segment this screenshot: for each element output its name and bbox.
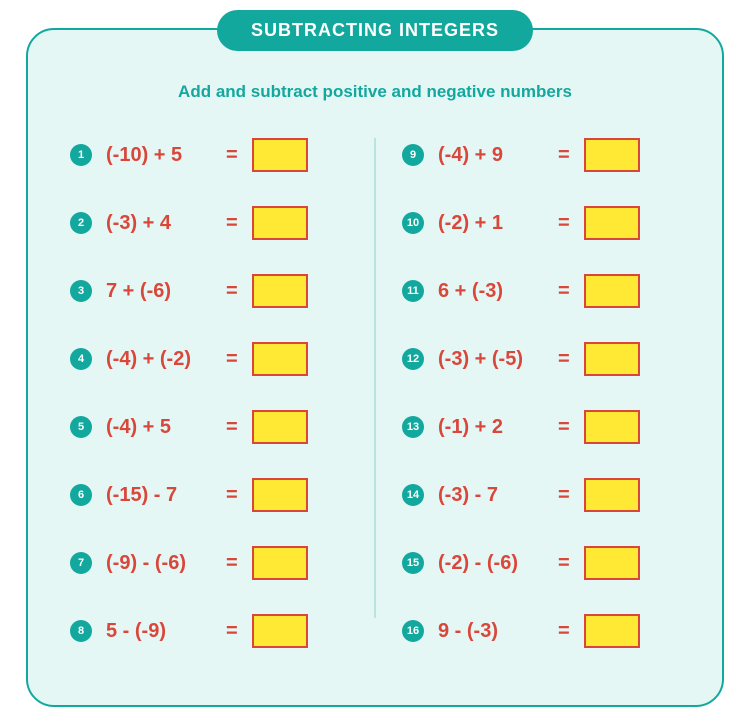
problem-number-badge: 14 [402, 484, 424, 506]
problem-row: 3 7 + (-6)= [70, 274, 358, 308]
problem-row: 15 (-2) - (-6)= [402, 546, 690, 580]
problem-expression: (-1) + 2 [438, 416, 558, 439]
equals-sign: = [226, 348, 252, 371]
problem-row: 12 (-3) + (-5)= [402, 342, 690, 376]
problem-expression: (-3) + 4 [106, 212, 226, 235]
equals-sign: = [558, 484, 584, 507]
problem-expression: (-2) - (-6) [438, 552, 558, 575]
problem-expression: (-2) + 1 [438, 212, 558, 235]
equals-sign: = [558, 620, 584, 643]
answer-box[interactable] [584, 274, 640, 308]
problem-number-badge: 11 [402, 280, 424, 302]
answer-box[interactable] [584, 478, 640, 512]
answer-box[interactable] [252, 546, 308, 580]
problem-expression: 5 - (-9) [106, 620, 226, 643]
answer-box[interactable] [584, 614, 640, 648]
problem-expression: 9 - (-3) [438, 620, 558, 643]
answer-box[interactable] [252, 206, 308, 240]
equals-sign: = [558, 552, 584, 575]
answer-box[interactable] [584, 342, 640, 376]
equals-sign: = [226, 620, 252, 643]
answer-box[interactable] [584, 138, 640, 172]
answer-box[interactable] [252, 138, 308, 172]
problem-expression: (-15) - 7 [106, 484, 226, 507]
problem-number-badge: 8 [70, 620, 92, 642]
problem-number-badge: 16 [402, 620, 424, 642]
problem-row: 5 (-4) + 5= [70, 410, 358, 444]
problem-number-badge: 10 [402, 212, 424, 234]
equals-sign: = [558, 280, 584, 303]
equals-sign: = [226, 416, 252, 439]
problem-row: 2 (-3) + 4= [70, 206, 358, 240]
answer-box[interactable] [252, 478, 308, 512]
problem-number-badge: 6 [70, 484, 92, 506]
equals-sign: = [226, 280, 252, 303]
problem-expression: 6 + (-3) [438, 280, 558, 303]
worksheet-title: SUBTRACTING INTEGERS [217, 10, 533, 51]
answer-box[interactable] [252, 342, 308, 376]
problem-expression: (-4) + 9 [438, 144, 558, 167]
equals-sign: = [226, 484, 252, 507]
problem-number-badge: 15 [402, 552, 424, 574]
problem-expression: (-4) + (-2) [106, 348, 226, 371]
problem-expression: (-9) - (-6) [106, 552, 226, 575]
answer-box[interactable] [252, 410, 308, 444]
problem-number-badge: 13 [402, 416, 424, 438]
equals-sign: = [558, 144, 584, 167]
problem-row: 4 (-4) + (-2)= [70, 342, 358, 376]
problem-row: 6 (-15) - 7= [70, 478, 358, 512]
equals-sign: = [226, 144, 252, 167]
problem-row: 1 (-10) + 5= [70, 138, 358, 172]
equals-sign: = [558, 416, 584, 439]
problem-number-badge: 2 [70, 212, 92, 234]
problem-number-badge: 5 [70, 416, 92, 438]
problem-number-badge: 9 [402, 144, 424, 166]
column-divider [374, 138, 376, 618]
worksheet-card: Add and subtract positive and negative n… [26, 28, 724, 707]
problem-columns: 1(-10) + 5=2(-3) + 4=37 + (-6)=4(-4) + (… [28, 132, 722, 668]
equals-sign: = [558, 212, 584, 235]
problem-row: 8 5 - (-9)= [70, 614, 358, 648]
answer-box[interactable] [252, 274, 308, 308]
equals-sign: = [558, 348, 584, 371]
problem-expression: (-3) - 7 [438, 484, 558, 507]
answer-box[interactable] [252, 614, 308, 648]
worksheet-subtitle: Add and subtract positive and negative n… [28, 82, 722, 102]
problem-row: 9 (-4) + 9= [402, 138, 690, 172]
problem-number-badge: 1 [70, 144, 92, 166]
right-column: 9(-4) + 9=10(-2) + 1=116 + (-3)=12(-3) +… [380, 132, 702, 648]
problem-row: 16 9 - (-3)= [402, 614, 690, 648]
problem-expression: (-4) + 5 [106, 416, 226, 439]
left-column: 1(-10) + 5=2(-3) + 4=37 + (-6)=4(-4) + (… [48, 132, 370, 648]
problem-number-badge: 7 [70, 552, 92, 574]
problem-expression: 7 + (-6) [106, 280, 226, 303]
problem-row: 10 (-2) + 1= [402, 206, 690, 240]
problem-number-badge: 12 [402, 348, 424, 370]
equals-sign: = [226, 212, 252, 235]
answer-box[interactable] [584, 206, 640, 240]
problem-row: 11 6 + (-3)= [402, 274, 690, 308]
problem-expression: (-10) + 5 [106, 144, 226, 167]
answer-box[interactable] [584, 546, 640, 580]
problem-expression: (-3) + (-5) [438, 348, 558, 371]
problem-row: 14 (-3) - 7= [402, 478, 690, 512]
problem-row: 13 (-1) + 2= [402, 410, 690, 444]
problem-row: 7 (-9) - (-6)= [70, 546, 358, 580]
problem-number-badge: 4 [70, 348, 92, 370]
equals-sign: = [226, 552, 252, 575]
answer-box[interactable] [584, 410, 640, 444]
problem-number-badge: 3 [70, 280, 92, 302]
